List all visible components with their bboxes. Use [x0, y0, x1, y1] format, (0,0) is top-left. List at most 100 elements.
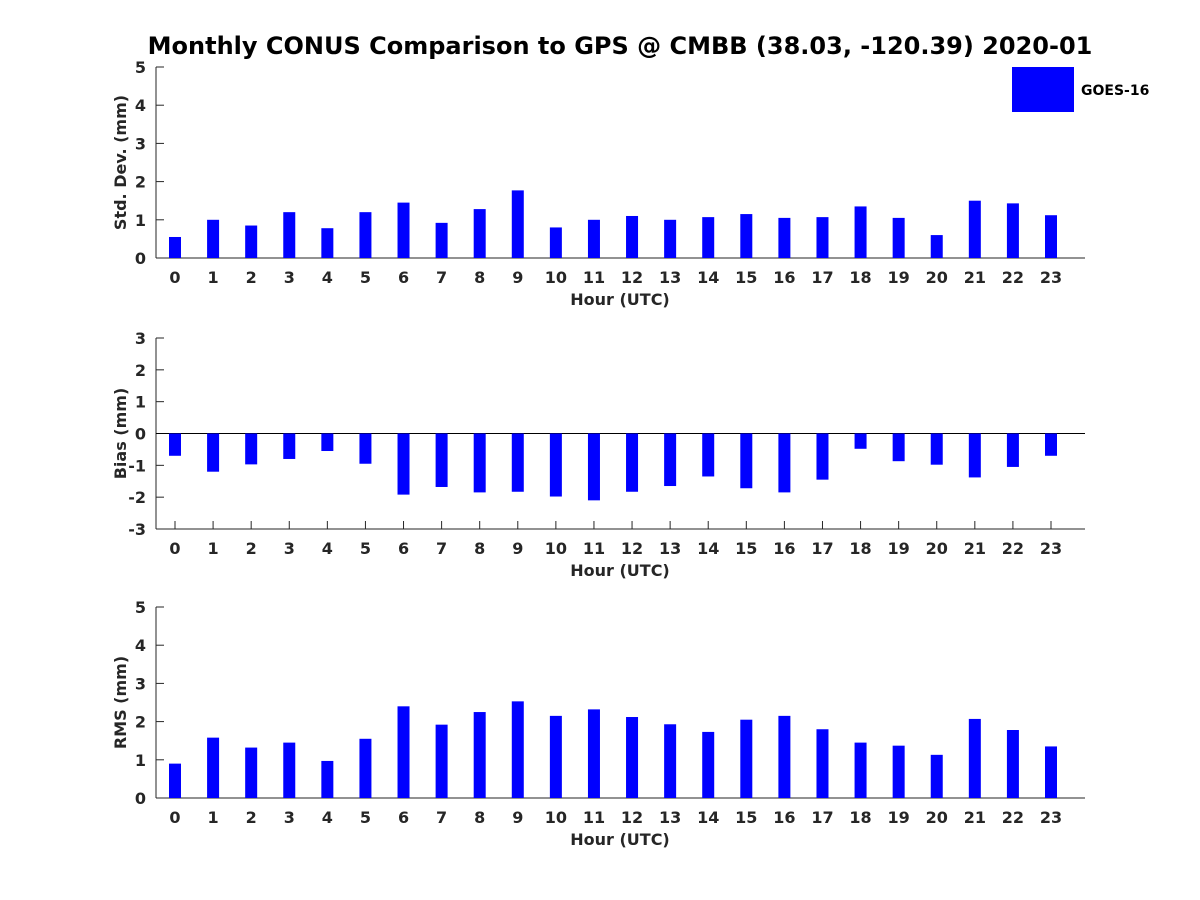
x-tick-label: 3 — [284, 539, 295, 558]
x-tick-label: 1 — [208, 808, 219, 827]
x-tick-label: 20 — [926, 268, 948, 287]
x-tick-label: 21 — [964, 539, 986, 558]
bar-rms-hour-17 — [816, 729, 829, 798]
bar-rms-hour-22 — [1006, 730, 1019, 798]
x-tick-label: 0 — [169, 539, 180, 558]
x-tick-label: 8 — [474, 268, 485, 287]
bar-bias-hour-3 — [283, 433, 296, 459]
x-tick-label: 5 — [360, 808, 371, 827]
x-tick-label: 2 — [246, 539, 257, 558]
x-tick-label: 21 — [964, 808, 986, 827]
bar-std-dev-hour-3 — [283, 212, 296, 258]
y-tick-label: 5 — [135, 58, 146, 77]
bar-rms-hour-15 — [740, 719, 753, 798]
bar-rms-hour-1 — [207, 737, 220, 798]
bar-std-dev-hour-8 — [473, 209, 486, 258]
bar-std-dev-hour-4 — [321, 228, 334, 258]
x-tick-label: 4 — [322, 268, 333, 287]
x-tick-label: 18 — [849, 539, 871, 558]
x-tick-label: 15 — [735, 268, 757, 287]
bar-rms-hour-6 — [397, 706, 410, 798]
bar-rms-hour-20 — [930, 754, 943, 798]
bar-rms-hour-14 — [702, 731, 715, 798]
bar-rms-hour-4 — [321, 760, 334, 798]
bar-bias-hour-1 — [207, 433, 220, 472]
x-tick-label: 3 — [284, 268, 295, 287]
x-tick-label: 22 — [1002, 539, 1024, 558]
bar-std-dev-hour-2 — [245, 225, 258, 258]
y-tick-label: 1 — [135, 751, 146, 770]
x-tick-label: 23 — [1040, 268, 1062, 287]
x-tick-label: 5 — [360, 268, 371, 287]
x-tick-label: 11 — [583, 268, 605, 287]
x-tick-label: 8 — [474, 808, 485, 827]
bar-std-dev-hour-6 — [397, 202, 410, 258]
y-tick-label: 1 — [135, 211, 146, 230]
bar-bias-hour-22 — [1006, 433, 1019, 467]
bar-rms-hour-7 — [435, 724, 448, 798]
bar-bias-hour-7 — [435, 433, 448, 487]
y-axis-label: RMS (mm) — [111, 656, 130, 749]
x-tick-label: 21 — [964, 268, 986, 287]
bar-bias-hour-23 — [1045, 433, 1057, 456]
bar-rms-hour-13 — [664, 724, 677, 798]
x-tick-label: 3 — [284, 808, 295, 827]
y-tick-label: 3 — [135, 134, 146, 153]
bar-rms-hour-9 — [511, 701, 524, 798]
y-axis-label: Bias (mm) — [111, 388, 130, 480]
bar-rms-hour-3 — [283, 742, 296, 798]
bar-rms-hour-10 — [549, 715, 562, 798]
x-tick-label: 14 — [697, 539, 719, 558]
x-tick-label: 9 — [512, 268, 523, 287]
y-tick-label: 3 — [135, 329, 146, 348]
bar-rms-hour-12 — [626, 717, 639, 798]
bar-std-dev-hour-15 — [740, 214, 753, 258]
x-tick-label: 22 — [1002, 268, 1024, 287]
bar-rms-hour-16 — [778, 715, 791, 798]
bar-bias-hour-13 — [664, 433, 677, 487]
bar-std-dev-hour-11 — [587, 219, 600, 258]
bar-std-dev-hour-12 — [626, 215, 639, 258]
bar-std-dev-hour-10 — [549, 227, 562, 258]
bar-rms-hour-19 — [892, 745, 905, 798]
x-tick-label: 9 — [512, 808, 523, 827]
bar-rms-hour-0 — [169, 763, 181, 798]
bar-bias-hour-10 — [549, 433, 562, 497]
x-tick-label: 11 — [583, 808, 605, 827]
bar-std-dev-hour-22 — [1006, 203, 1019, 258]
bar-bias-hour-19 — [892, 433, 905, 462]
x-tick-label: 8 — [474, 539, 485, 558]
bar-bias-hour-15 — [740, 433, 753, 489]
x-tick-label: 11 — [583, 539, 605, 558]
y-tick-label: 1 — [135, 393, 146, 412]
bar-bias-hour-11 — [587, 433, 600, 501]
x-tick-label: 0 — [169, 268, 180, 287]
x-tick-label: 5 — [360, 539, 371, 558]
bar-std-dev-hour-7 — [435, 222, 448, 258]
x-tick-label: 7 — [436, 808, 447, 827]
bar-std-dev-hour-1 — [207, 219, 220, 258]
bar-bias-hour-20 — [930, 433, 943, 465]
y-tick-label: 2 — [135, 713, 146, 732]
x-tick-label: 10 — [545, 539, 567, 558]
bar-bias-hour-17 — [816, 433, 829, 480]
x-tick-label: 12 — [621, 539, 643, 558]
bar-rms-hour-8 — [473, 712, 486, 798]
x-tick-label: 17 — [811, 539, 833, 558]
x-tick-label: 10 — [545, 268, 567, 287]
x-tick-label: 14 — [697, 808, 719, 827]
x-tick-label: 7 — [436, 268, 447, 287]
bar-std-dev-hour-21 — [968, 200, 981, 258]
bar-rms-hour-18 — [854, 742, 867, 798]
bar-bias-hour-12 — [626, 433, 639, 492]
x-tick-label: 9 — [512, 539, 523, 558]
x-tick-label: 23 — [1040, 539, 1062, 558]
x-tick-label: 20 — [926, 539, 948, 558]
bar-bias-hour-2 — [245, 433, 258, 465]
bar-bias-hour-6 — [397, 433, 410, 495]
x-tick-label: 18 — [849, 268, 871, 287]
